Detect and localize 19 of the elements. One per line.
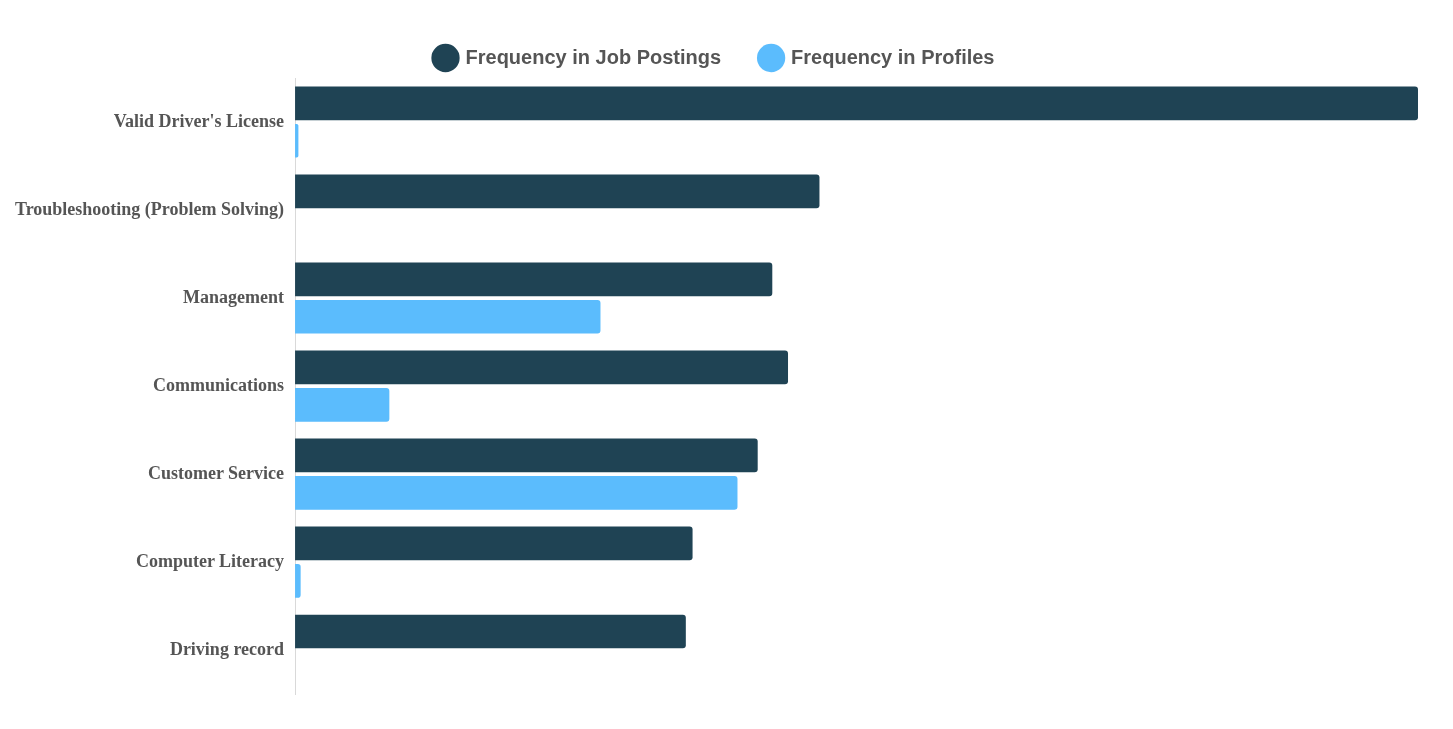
y-tick-label: Computer Literacy — [135, 550, 285, 571]
legend-label: Frequency in Profiles — [791, 45, 995, 68]
y-tick-label: Management — [183, 286, 285, 307]
bar — [295, 438, 758, 473]
bar — [295, 526, 693, 561]
legend-label: Frequency in Job Postings — [465, 45, 722, 68]
bar — [295, 299, 601, 334]
y-tick-label: Driving record — [169, 638, 285, 659]
bar — [295, 387, 390, 422]
bar — [295, 476, 738, 510]
y-tick-label: Valid Driver's License — [113, 110, 285, 131]
bar — [295, 262, 773, 297]
y-tick-label: Troubleshooting (Problem Solving) — [14, 198, 285, 220]
bar — [295, 86, 1418, 121]
bar — [295, 174, 820, 209]
bar — [295, 614, 686, 649]
bar — [295, 350, 789, 385]
y-tick-label: Customer Service — [147, 462, 285, 483]
y-tick-label: Communications — [153, 374, 285, 395]
